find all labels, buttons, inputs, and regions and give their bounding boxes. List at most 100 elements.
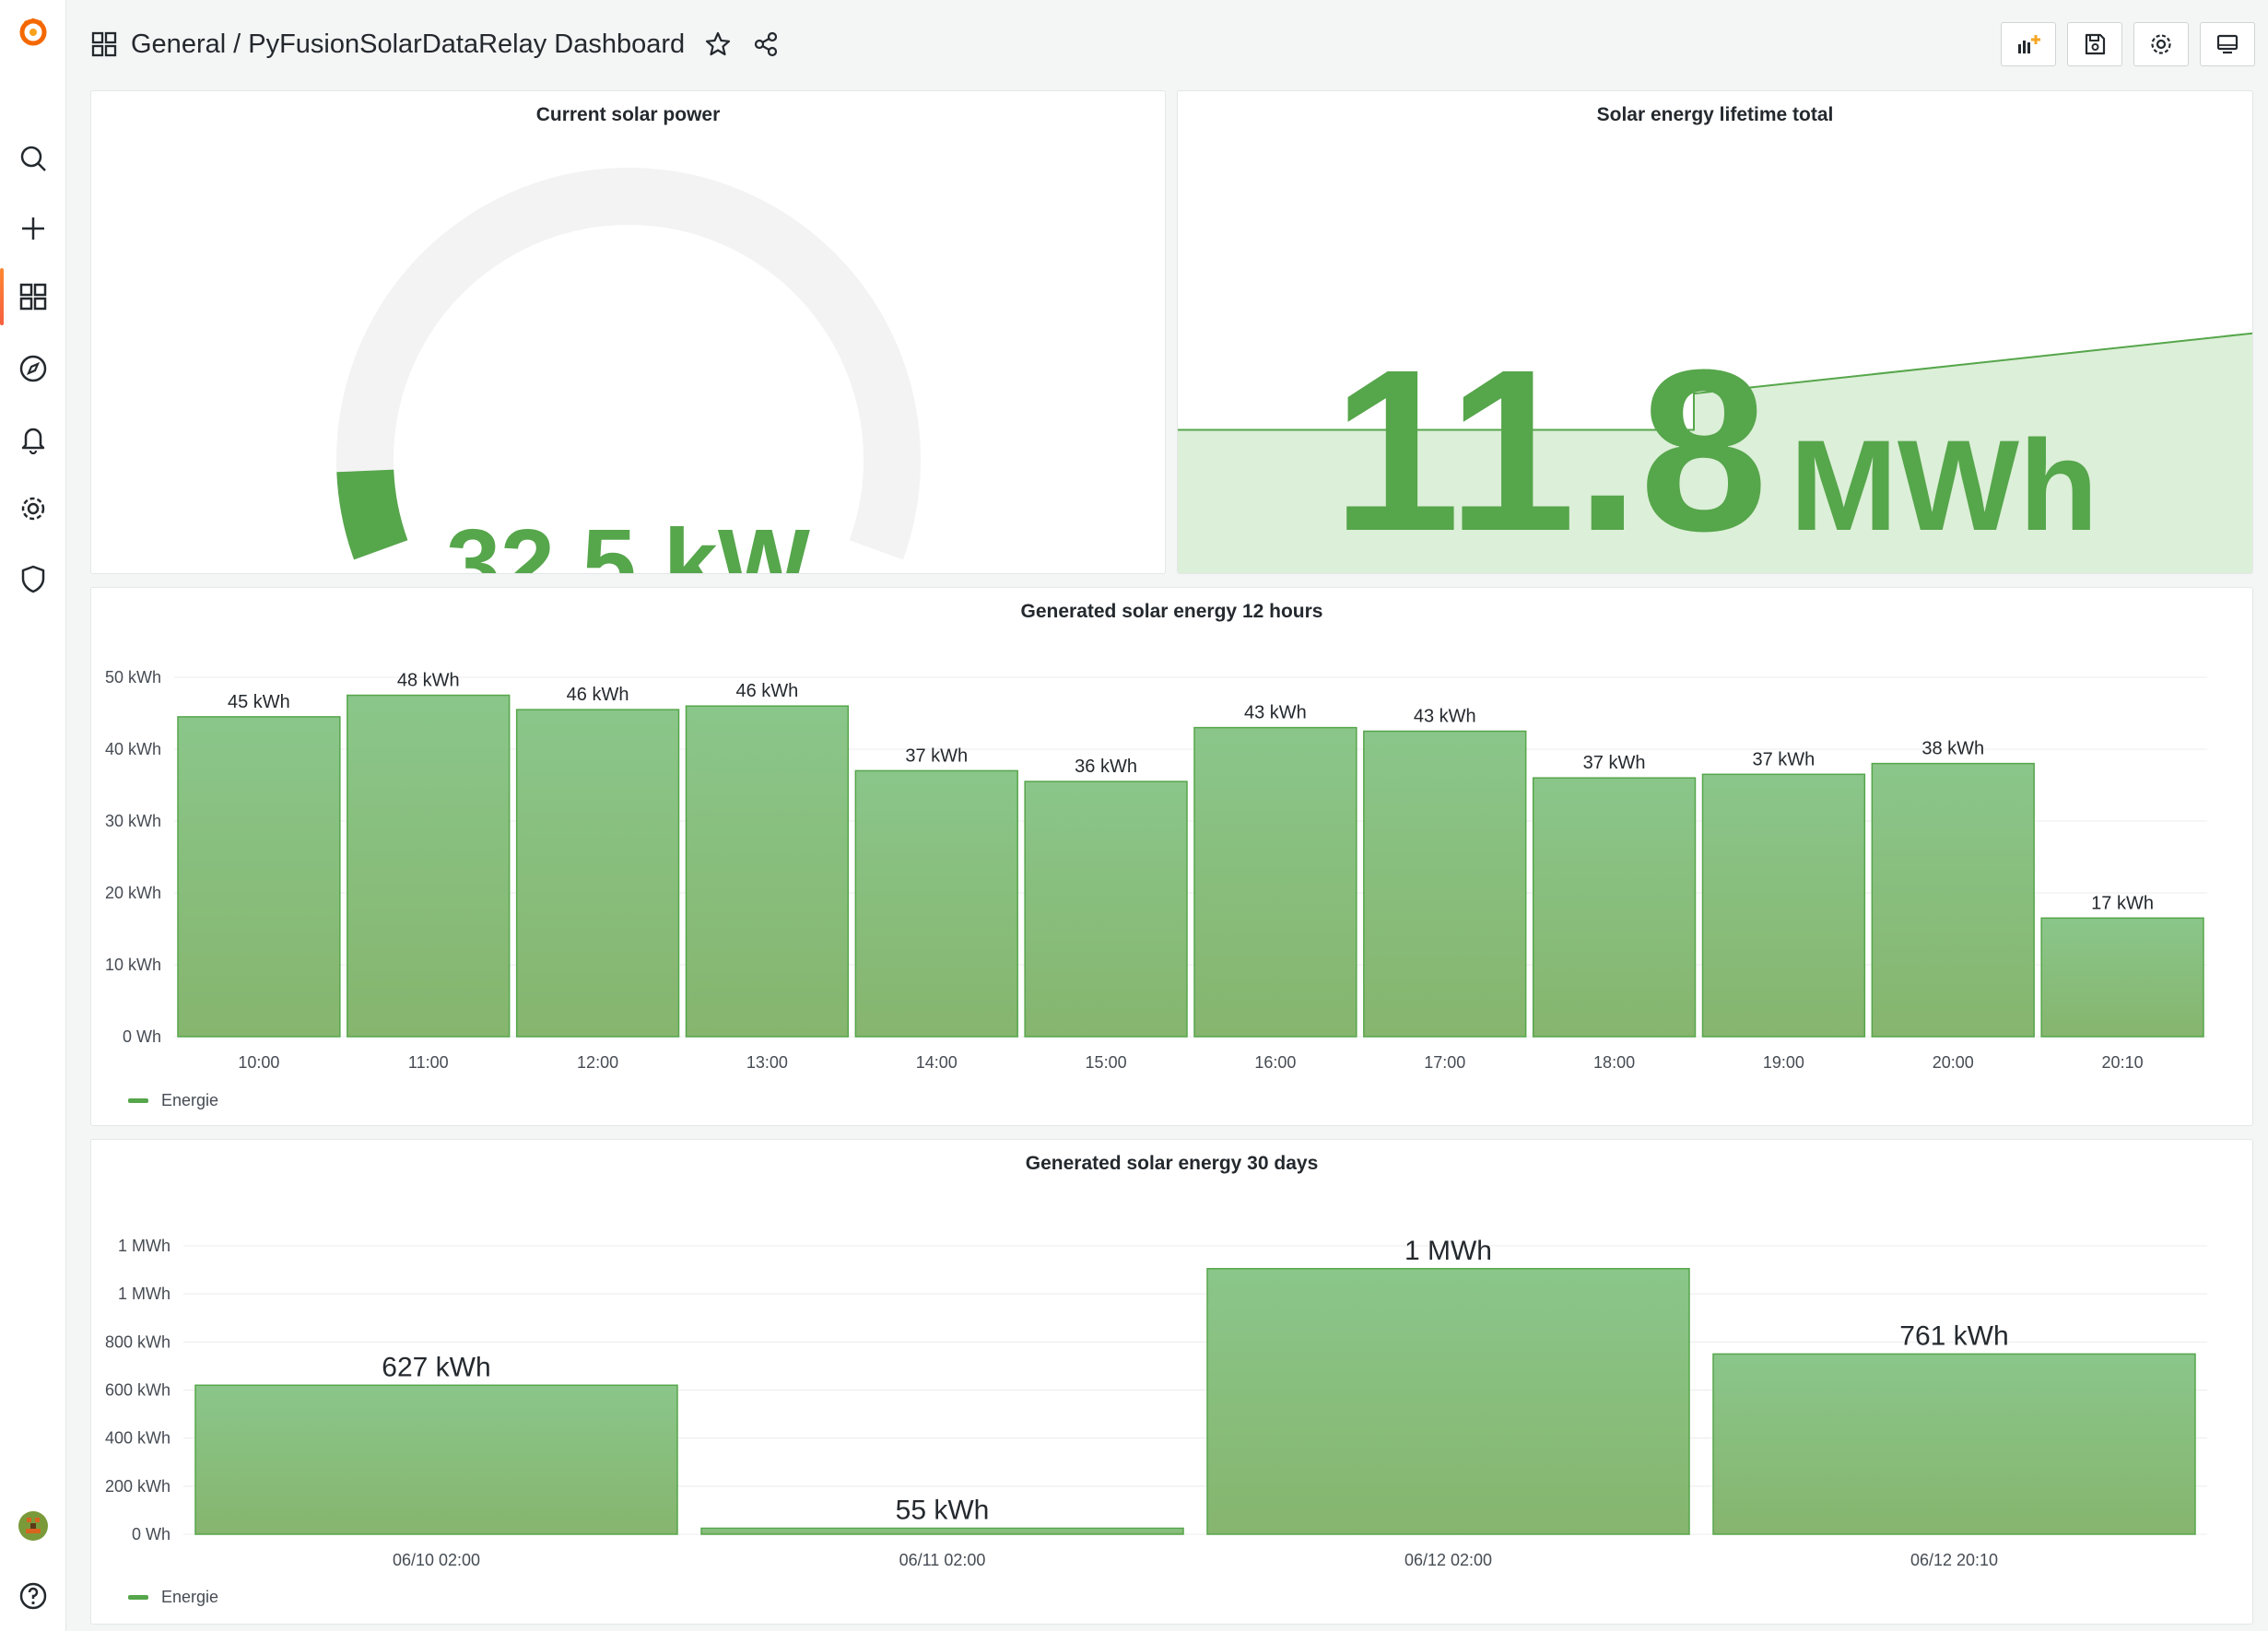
panel-title: Solar energy lifetime total [1596,104,1834,125]
x-tick-label: 20:00 [1933,1053,1974,1072]
bar-value-label: 43 kWh [1244,703,1307,723]
bar[interactable] [347,694,511,1038]
bar[interactable] [1871,762,2035,1038]
active-indicator [0,268,4,325]
alerting-bell-icon[interactable] [15,420,52,457]
bar-value-label: 37 kWh [1753,749,1816,769]
y-tick-label: 0 Wh [132,1525,170,1543]
y-tick-label: 200 kWh [105,1477,170,1496]
x-tick-label: 19:00 [1763,1053,1804,1072]
search-icon[interactable] [15,140,52,177]
panel-title: Current solar power [535,104,721,125]
sidebar [0,0,66,1631]
add-panel-button[interactable] [2001,22,2056,66]
gauge-value-arc [336,469,408,560]
legend[interactable]: Energie [128,1588,218,1607]
x-tick-label: 16:00 [1254,1053,1296,1072]
panel-title: Generated solar energy 12 hours [1020,601,1323,622]
star-icon[interactable] [703,29,733,59]
y-tick-label: 0 Wh [123,1027,161,1046]
bar-value-label: 46 kWh [567,685,629,705]
save-dashboard-icon [2085,33,2106,55]
legend-label: Energie [161,1091,219,1109]
topbar: General / PyFusionSolarDataRelay Dashboa… [66,0,2268,88]
bar-value-label: 37 kWh [1583,753,1646,773]
breadcrumb-folder[interactable]: General [131,29,227,59]
bar-value-label: 45 kWh [228,692,290,712]
cycle-view-mode-icon [2216,34,2239,54]
y-tick-label: 30 kWh [105,812,161,830]
y-tick-label: 20 kWh [105,884,161,902]
bar[interactable] [1024,780,1188,1038]
share-icon[interactable] [751,29,781,59]
bar[interactable] [685,705,850,1038]
bar[interactable] [1532,777,1697,1038]
configuration-gear-icon[interactable] [15,490,52,527]
legend-swatch [128,1098,148,1103]
bar-value-label: 46 kWh [736,681,799,701]
legend-label: Energie [161,1588,219,1606]
panel-solar-energy-lifetime-total[interactable]: Solar energy lifetime total 11.8 MWh [1177,90,2253,574]
bar-value-label: 55 kWh [896,1495,990,1525]
bar-value-label: 1 MWh [1404,1236,1492,1266]
grafana-logo-icon[interactable] [15,13,52,50]
plus-icon[interactable] [15,210,52,247]
bar[interactable] [1712,1353,2196,1535]
x-tick-label: 06/12 02:00 [1404,1551,1492,1569]
x-tick-label: 15:00 [1086,1053,1127,1072]
gauge-track [336,168,921,560]
x-tick-label: 20:10 [2102,1053,2144,1072]
bar[interactable] [854,769,1018,1038]
legend[interactable]: Energie [128,1091,218,1110]
bar[interactable] [515,709,680,1038]
cycle-view-mode-button[interactable] [2200,22,2255,66]
y-tick-label: 400 kWh [105,1429,170,1448]
stat-sparkline [1178,332,2252,573]
bar-value-label: 36 kWh [1075,757,1137,777]
panel-generated-solar-energy-12-hours[interactable]: Generated solar energy 12 hours 0 Wh 10 k… [90,587,2253,1126]
bar[interactable] [177,716,341,1038]
legend-swatch [128,1595,148,1600]
x-tick-label: 14:00 [916,1053,958,1072]
y-tick-label: 600 kWh [105,1381,170,1400]
y-tick-label: 800 kWh [105,1332,170,1351]
dashboard-settings-icon [2151,34,2171,54]
explore-compass-icon[interactable] [15,350,52,387]
bar-value-label: 761 kWh [1899,1320,2008,1351]
stat-value: 11.8 MWh [1178,335,2252,566]
bar[interactable] [1363,730,1527,1038]
stat-number: 11.8 [1332,322,1769,574]
y-tick-label: 10 kWh [105,956,161,974]
bar[interactable] [700,1527,1184,1535]
x-tick-label: 13:00 [746,1053,788,1072]
bar-value-label: 37 kWh [905,745,968,766]
x-tick-label: 10:00 [238,1053,279,1072]
bar[interactable] [1193,726,1357,1038]
bar[interactable] [194,1384,678,1535]
y-tick-label: 40 kWh [105,740,161,758]
bar-chart-12-hours: 0 Wh 10 kWh 20 kWh 30 kWh 40 kWh 50 kWh 45 kWh… [105,668,2207,1072]
bar-value-label: 17 kWh [2091,893,2154,913]
dashboard-settings-button[interactable] [2133,22,2189,66]
help-question-icon[interactable] [15,1578,52,1614]
bar-value-label: 48 kWh [397,671,460,691]
toolbar [2001,22,2255,66]
dashboard-title[interactable]: PyFusionSolarDataRelay Dashboard [248,29,686,59]
bar-value-label: 43 kWh [1414,707,1476,727]
breadcrumb: General / PyFusionSolarDataRelay Dashboa… [90,24,781,65]
bar-value-label: 38 kWh [1921,739,1984,759]
server-admin-shield-icon[interactable] [15,560,52,597]
bar[interactable] [1701,773,1866,1038]
y-tick-label: 1 MWh [118,1285,170,1303]
gauge-chart [336,168,921,560]
x-tick-label: 06/10 02:00 [393,1551,480,1569]
save-dashboard-button[interactable] [2067,22,2122,66]
panel-current-solar-power[interactable]: Current solar power 32.5 kW [90,90,1166,574]
dashboards-grid-icon[interactable] [15,278,52,315]
user-avatar-icon[interactable] [15,1508,52,1544]
y-tick-label: 1 MWh [118,1237,170,1255]
panel-title: Generated solar energy 30 days [1025,1153,1319,1174]
panel-generated-solar-energy-30-days[interactable]: Generated solar energy 30 days 0 Wh 200 k… [90,1139,2253,1625]
bar[interactable] [1206,1268,1690,1535]
bar[interactable] [2040,917,2204,1038]
